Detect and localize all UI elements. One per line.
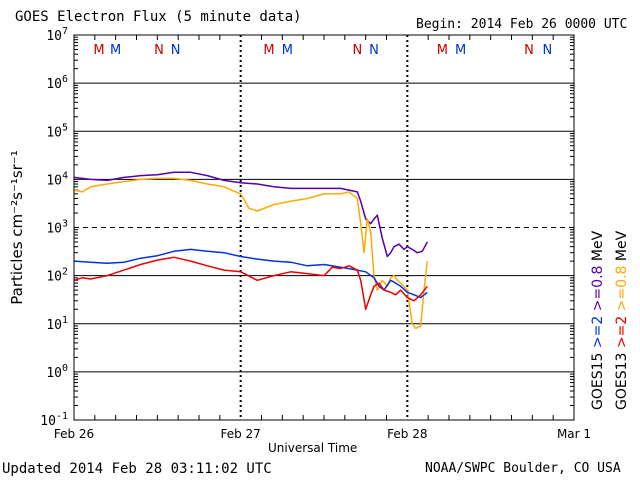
time-marker: M xyxy=(437,43,448,58)
y-tick-label: 100 xyxy=(46,363,68,381)
y-tick-label: 105 xyxy=(46,122,68,140)
series-layer xyxy=(73,171,429,330)
legend-satellite: GOES13 xyxy=(614,348,630,410)
legend-unit: MeV xyxy=(590,230,606,261)
legend-energy: >=0.8 xyxy=(614,261,630,311)
time-marker: N xyxy=(154,43,164,58)
time-marker: N xyxy=(369,43,379,58)
x-axis-title: Universal Time xyxy=(268,441,358,455)
y-tick-label: 101 xyxy=(46,315,68,333)
time-marker: N xyxy=(171,43,181,58)
series-line xyxy=(73,256,428,311)
plot-frame xyxy=(73,34,575,421)
updated-time: Updated 2014 Feb 28 03:11:02 UTC xyxy=(2,461,272,477)
series-line xyxy=(73,171,428,258)
legend-energy: >=2 xyxy=(614,311,630,348)
y-tick-label: 104 xyxy=(46,170,68,188)
credit-text: NOAA/SWPC Boulder, CO USA xyxy=(425,461,621,476)
chart-title: GOES Electron Flux (5 minute data) xyxy=(15,9,302,25)
time-marker: M xyxy=(110,43,121,58)
series-line xyxy=(73,177,429,330)
legend-satellite: GOES15 xyxy=(590,348,606,410)
legend-energy: >=0.8 xyxy=(590,261,606,311)
x-tick-label: Feb 27 xyxy=(220,427,260,441)
legend-column: GOES13 >=2 >=0.8 MeV xyxy=(614,230,630,410)
time-marker: M xyxy=(282,43,293,58)
time-marker: M xyxy=(455,43,466,58)
legend-unit: MeV xyxy=(614,230,630,261)
time-marker: M xyxy=(93,43,104,58)
x-tick-label: Feb 28 xyxy=(387,427,427,441)
legend-column: GOES15 >=2 >=0.8 MeV xyxy=(590,230,606,410)
time-marker: N xyxy=(542,43,552,58)
y-tick-label: 107 xyxy=(46,26,68,44)
legend-energy: >=2 xyxy=(590,311,606,348)
time-marker: N xyxy=(352,43,362,58)
y-tick-label: 103 xyxy=(46,219,68,237)
x-tick-label: Feb 26 xyxy=(54,427,94,441)
grid-layer xyxy=(74,35,574,420)
y-axis-title: Particles cm⁻²s⁻¹sr⁻¹ xyxy=(8,150,26,304)
y-tick-label: 106 xyxy=(46,74,68,92)
x-tick-label: Mar 1 xyxy=(557,427,591,441)
begin-time: Begin: 2014 Feb 26 0000 UTC xyxy=(416,17,628,32)
y-tick-label: 102 xyxy=(46,267,68,285)
series-line xyxy=(73,248,428,299)
time-marker: M xyxy=(263,43,274,58)
time-marker: N xyxy=(524,43,534,58)
